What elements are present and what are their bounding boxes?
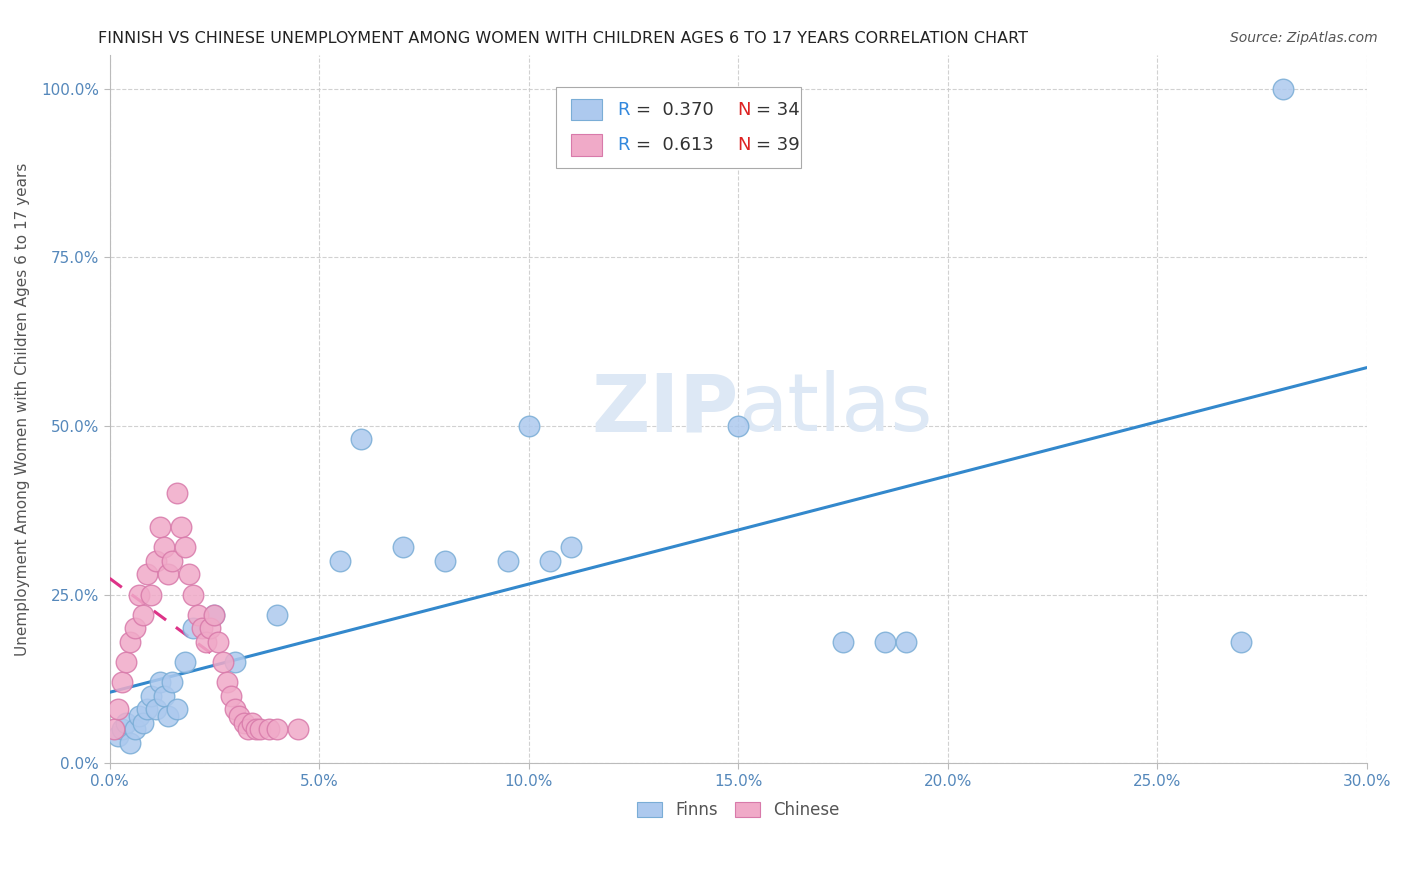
FancyBboxPatch shape: [571, 99, 602, 120]
Text: = 39: = 39: [756, 136, 800, 154]
Point: [1271, 82, 1294, 96]
Point: [215, 675, 238, 690]
Point: [240, 715, 263, 730]
Point: [202, 607, 225, 622]
Point: [166, 486, 188, 500]
Text: N: N: [737, 101, 751, 119]
Point: [111, 723, 134, 737]
Point: [149, 520, 172, 534]
Point: [124, 723, 146, 737]
Point: [207, 634, 229, 648]
Point: [149, 675, 172, 690]
Point: [202, 607, 225, 622]
Point: [873, 634, 896, 648]
Point: [162, 675, 184, 690]
Point: [111, 675, 134, 690]
Text: = 34: = 34: [756, 101, 800, 119]
Text: =  0.370: = 0.370: [637, 101, 731, 119]
Point: [145, 554, 167, 568]
Point: [183, 621, 205, 635]
Point: [832, 634, 855, 648]
Legend: Finns, Chinese: Finns, Chinese: [630, 794, 846, 826]
Point: [103, 723, 125, 737]
Point: [198, 621, 221, 635]
Point: [141, 588, 163, 602]
Point: [120, 634, 142, 648]
Point: [132, 715, 155, 730]
Point: [115, 715, 138, 730]
Point: [392, 541, 415, 555]
Point: [224, 655, 246, 669]
Point: [128, 709, 150, 723]
Point: [249, 723, 271, 737]
Point: [257, 723, 280, 737]
Point: [115, 655, 138, 669]
Point: [136, 567, 159, 582]
Point: [266, 607, 288, 622]
Point: [145, 702, 167, 716]
Point: [107, 702, 129, 716]
Text: N: N: [737, 136, 751, 154]
Point: [190, 621, 212, 635]
Point: [128, 588, 150, 602]
Point: [141, 689, 163, 703]
Point: [157, 709, 180, 723]
Point: [236, 723, 259, 737]
Point: [245, 723, 267, 737]
Point: [179, 567, 201, 582]
Point: [496, 554, 519, 568]
Point: [174, 541, 197, 555]
Text: =  0.613: = 0.613: [637, 136, 731, 154]
Y-axis label: Unemployment Among Women with Children Ages 6 to 17 years: Unemployment Among Women with Children A…: [15, 162, 30, 656]
Text: ZIP: ZIP: [591, 370, 738, 448]
Point: [153, 541, 176, 555]
Point: [166, 702, 188, 716]
Point: [1230, 634, 1253, 648]
Point: [538, 554, 561, 568]
Text: R: R: [617, 136, 630, 154]
Point: [107, 729, 129, 743]
Point: [170, 520, 193, 534]
Point: [120, 736, 142, 750]
Point: [517, 419, 540, 434]
Point: [350, 433, 373, 447]
Point: [433, 554, 456, 568]
Point: [194, 634, 217, 648]
Point: [219, 689, 242, 703]
Text: Source: ZipAtlas.com: Source: ZipAtlas.com: [1230, 31, 1378, 45]
Point: [224, 702, 246, 716]
Point: [266, 723, 288, 737]
Point: [894, 634, 917, 648]
Point: [727, 419, 749, 434]
Point: [162, 554, 184, 568]
Text: R: R: [617, 101, 630, 119]
Point: [232, 715, 254, 730]
Text: atlas: atlas: [738, 370, 932, 448]
Point: [183, 588, 205, 602]
Point: [211, 655, 233, 669]
Point: [132, 607, 155, 622]
Point: [560, 541, 582, 555]
Point: [329, 554, 352, 568]
Point: [124, 621, 146, 635]
FancyBboxPatch shape: [571, 135, 602, 156]
Point: [287, 723, 309, 737]
Point: [157, 567, 180, 582]
Point: [136, 702, 159, 716]
Text: FINNISH VS CHINESE UNEMPLOYMENT AMONG WOMEN WITH CHILDREN AGES 6 TO 17 YEARS COR: FINNISH VS CHINESE UNEMPLOYMENT AMONG WO…: [98, 31, 1028, 46]
Point: [228, 709, 250, 723]
Point: [186, 607, 208, 622]
Point: [153, 689, 176, 703]
Point: [174, 655, 197, 669]
FancyBboxPatch shape: [555, 87, 801, 169]
